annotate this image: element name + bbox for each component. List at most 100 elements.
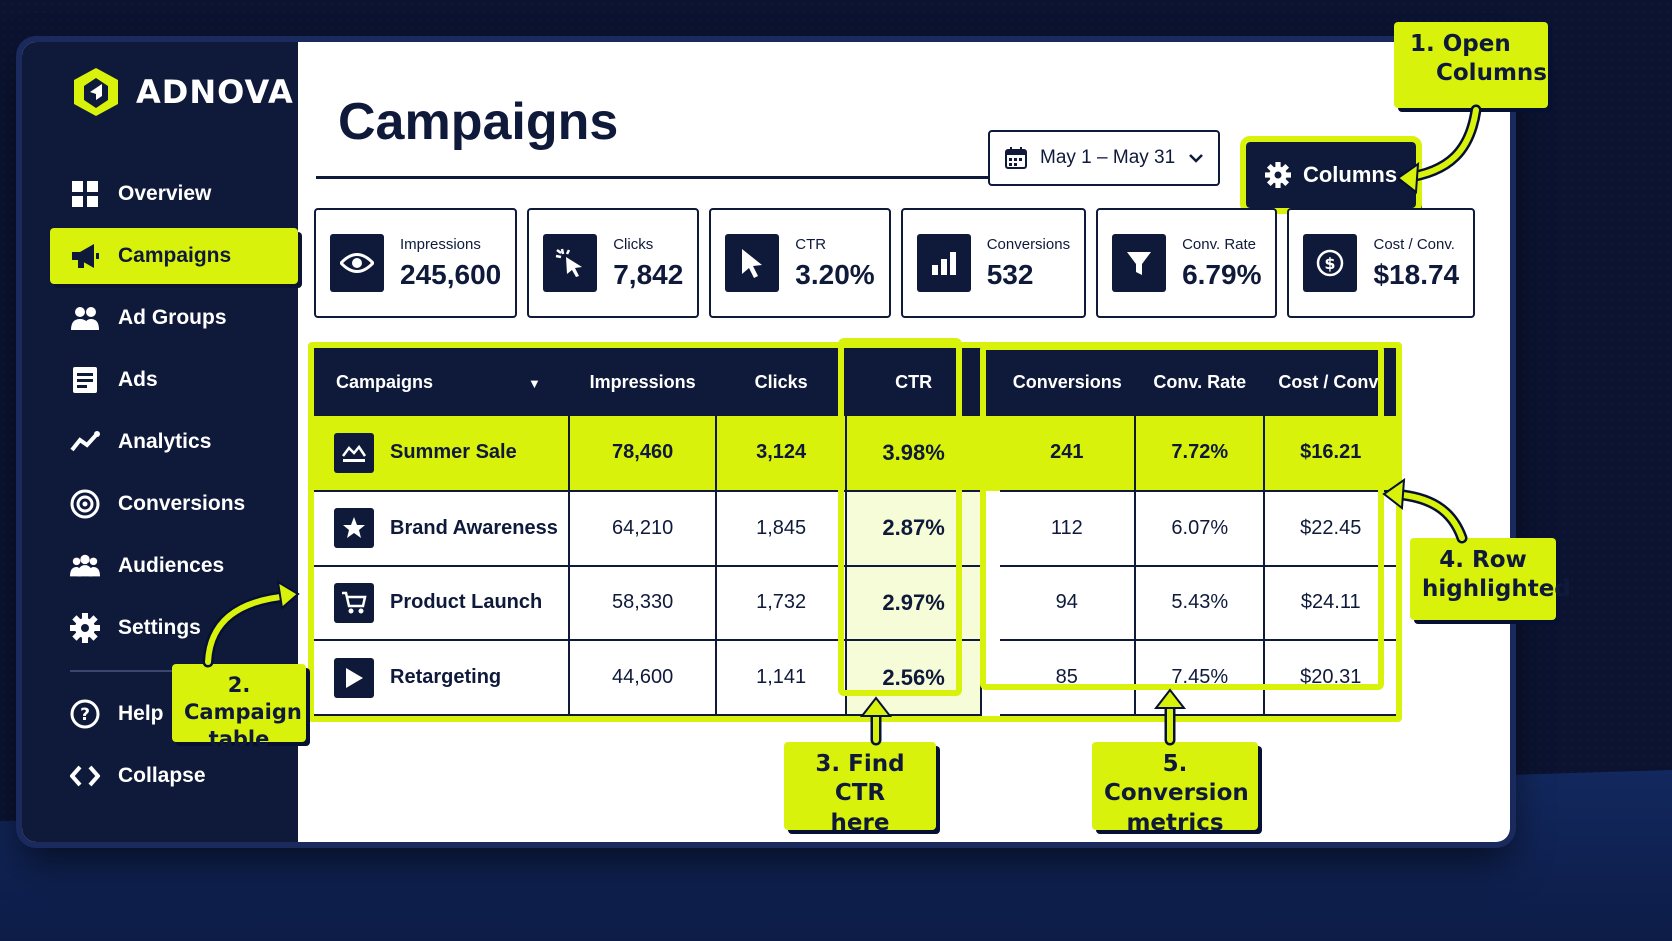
sidebar-item-label: Ad Groups xyxy=(118,306,227,329)
conv-rate-cell: 5.43% xyxy=(1135,565,1266,642)
star-icon xyxy=(334,508,374,549)
campaign-cell[interactable]: Summer Sale xyxy=(314,416,570,492)
table-row[interactable]: Summer Sale 78,460 3,124 3.98% 241 7.72%… xyxy=(314,416,1396,492)
callout-text: highlighted xyxy=(1422,576,1571,603)
grid-icon xyxy=(70,179,100,209)
callout-text: 4. Row xyxy=(1439,547,1527,573)
ctr-cell: 2.87% xyxy=(845,490,983,567)
sidebar-item-overview[interactable]: Overview xyxy=(22,166,298,222)
sidebar-item-label: Audiences xyxy=(118,554,225,577)
header-conversions[interactable]: Conversions xyxy=(1012,371,1122,392)
click-icon xyxy=(543,234,598,292)
target-icon xyxy=(70,489,100,519)
clicks-cell: 1,845 xyxy=(716,490,847,567)
chevron-down-icon xyxy=(1189,154,1203,163)
sidebar-item-ads[interactable]: Ads xyxy=(22,352,298,408)
sidebar-item-ad-groups[interactable]: Ad Groups xyxy=(22,290,298,346)
sidebar-item-label: Collapse xyxy=(118,764,206,787)
help-icon: ? xyxy=(70,699,100,729)
table-row[interactable]: Product Launch 58,330 1,732 2.97% 94 5.4… xyxy=(314,565,1396,642)
sidebar-item-label: Ads xyxy=(118,368,158,391)
brand-name: ADNOVA xyxy=(136,73,294,111)
sidebar-item-label: Conversions xyxy=(118,492,246,515)
conversions-cell: 241 xyxy=(999,416,1137,492)
people-icon xyxy=(70,303,100,333)
sidebar-item-conversions[interactable]: Conversions xyxy=(22,476,298,532)
brand-logo[interactable]: ADNOVA xyxy=(70,66,294,118)
main-content: Campaigns May 1 – May 31 Columns Impress… xyxy=(298,42,1510,842)
callout-find-ctr: 3. Find CTR here xyxy=(784,742,936,836)
sidebar-item-settings[interactable]: Settings xyxy=(22,600,298,656)
trend-line-icon xyxy=(70,427,100,457)
dollar-icon: $ xyxy=(1303,234,1358,292)
sidebar-item-collapse[interactable]: Collapse xyxy=(22,748,298,804)
kpi-card-conversions: Conversions 532 xyxy=(900,208,1087,318)
campaign-cell[interactable]: Product Launch xyxy=(314,565,570,642)
callout-text: 2. Campaign xyxy=(184,673,302,724)
header-cost-conv[interactable]: Cost / Conv. xyxy=(1278,371,1383,392)
funnel-icon xyxy=(1112,234,1167,292)
callout-text: metrics xyxy=(1126,809,1224,836)
sidebar-item-help[interactable]: ? Help xyxy=(22,686,298,742)
ctr-cell: 2.97% xyxy=(845,565,983,642)
campaign-name: Summer Sale xyxy=(390,441,517,464)
impressions-cell: 78,460 xyxy=(568,416,718,492)
sidebar-item-audiences[interactable]: Audiences xyxy=(22,538,298,594)
header-ctr[interactable]: CTR xyxy=(895,371,933,392)
campaign-table: Campaigns ▼ Impressions Clicks CTR Conve… xyxy=(308,342,1402,722)
ctr-cell: 3.98% xyxy=(845,416,983,492)
kpi-label: Cost / Conv. xyxy=(1373,235,1455,253)
callout-text: 3. Find CTR xyxy=(815,751,905,807)
column-gap xyxy=(981,348,1000,416)
header-conv-rate[interactable]: Conv. Rate xyxy=(1153,371,1247,392)
document-icon xyxy=(70,365,100,395)
sun-icon xyxy=(334,432,374,473)
conversions-cell: 85 xyxy=(999,640,1137,716)
megaphone-icon xyxy=(70,241,100,271)
header-clicks[interactable]: Clicks xyxy=(754,371,808,392)
sidebar-divider xyxy=(70,670,268,672)
columns-button[interactable]: Columns xyxy=(1240,136,1422,214)
kpi-value: 3.20% xyxy=(795,258,875,290)
date-range-picker[interactable]: May 1 – May 31 xyxy=(988,130,1220,186)
impressions-cell: 58,330 xyxy=(568,565,718,642)
conv-rate-cell: 7.72% xyxy=(1135,416,1266,492)
kpi-label: CTR xyxy=(795,235,827,253)
conversions-cell: 112 xyxy=(999,490,1137,567)
kpi-label: Clicks xyxy=(613,235,654,253)
eye-icon xyxy=(330,234,384,292)
callout-text: Columns xyxy=(1436,60,1547,87)
conv-rate-cell: 7.45% xyxy=(1135,640,1266,716)
cursor-icon xyxy=(725,234,780,292)
date-range-value: May 1 – May 31 xyxy=(1040,147,1176,168)
audience-icon xyxy=(70,551,100,581)
kpi-label: Impressions xyxy=(400,235,481,253)
kpi-value: $18.74 xyxy=(1373,258,1460,290)
column-gap xyxy=(981,565,1000,641)
header-impressions[interactable]: Impressions xyxy=(589,371,696,392)
cost-conv-cell: $16.21 xyxy=(1264,416,1396,492)
columns-button-label: Columns xyxy=(1302,162,1398,187)
campaign-cell[interactable]: Retargeting xyxy=(314,640,570,716)
kpi-card-clicks: Clicks 7,842 xyxy=(527,208,700,318)
kpi-card-cost-conv: $ Cost / Conv. $18.74 xyxy=(1287,208,1476,318)
impressions-cell: 64,210 xyxy=(568,490,718,567)
header-campaigns[interactable]: Campaigns ▼ xyxy=(314,348,569,416)
campaign-cell[interactable]: Brand Awareness xyxy=(314,490,570,567)
table-header-row: Campaigns ▼ Impressions Clicks CTR Conve… xyxy=(314,348,1396,416)
callout-row-highlighted: 4. Row highlighted xyxy=(1410,538,1571,620)
sidebar-item-analytics[interactable]: Analytics xyxy=(22,414,298,470)
table-row[interactable]: Brand Awareness 64,210 1,845 2.87% 112 6… xyxy=(314,490,1396,567)
campaign-name: Retargeting xyxy=(390,666,502,689)
chevron-down-icon[interactable]: ▼ xyxy=(528,375,541,391)
sidebar-item-campaigns[interactable]: Campaigns xyxy=(50,228,298,284)
callout-text: 1. Open xyxy=(1410,31,1511,57)
sidebar-item-label: Overview xyxy=(118,182,212,205)
kpi-card-impressions: Impressions 245,600 xyxy=(314,208,518,318)
callout-conversion-metrics: 5. Conversion metrics xyxy=(1092,742,1258,836)
table-row[interactable]: Retargeting 44,600 1,141 2.56% 85 7.45% … xyxy=(314,640,1396,716)
clicks-cell: 1,732 xyxy=(716,565,847,642)
svg-text:?: ? xyxy=(80,705,90,725)
sidebar-item-label: Settings xyxy=(118,616,201,639)
ctr-cell: 2.56% xyxy=(845,640,983,716)
